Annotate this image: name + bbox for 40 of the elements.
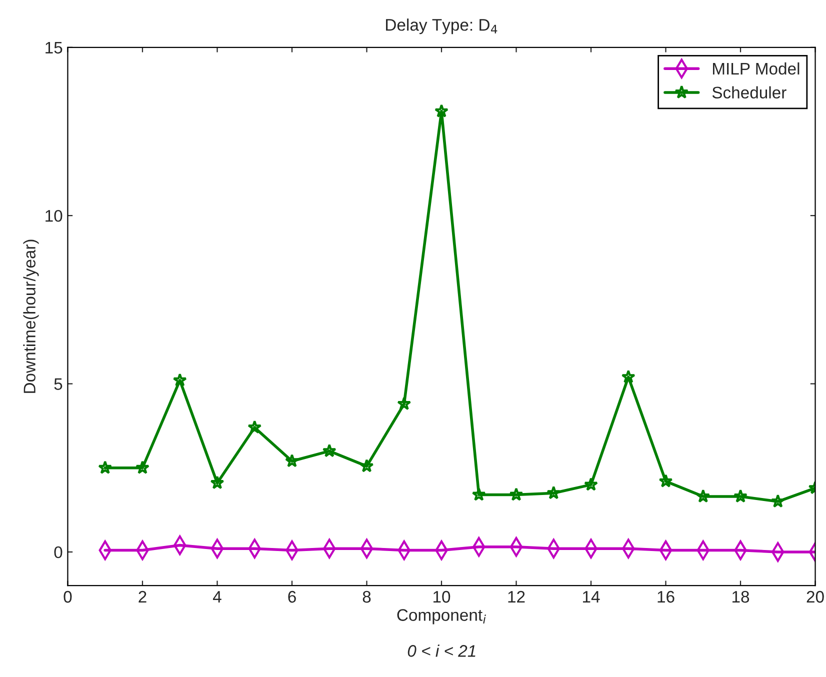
x-tick-label: 6 bbox=[288, 590, 296, 603]
point bbox=[546, 486, 561, 500]
x-tick-label: 18 bbox=[732, 590, 750, 603]
legend-label: Scheduler bbox=[712, 86, 786, 98]
point bbox=[397, 396, 412, 410]
x-axis-title: Component$_{i}$ bbox=[397, 609, 486, 624]
point bbox=[734, 489, 748, 503]
x-tick-label: 0 bbox=[64, 590, 72, 603]
point bbox=[248, 420, 262, 434]
y-axis-title: Downtime(hour/year) bbox=[23, 240, 39, 393]
point bbox=[696, 489, 710, 503]
point bbox=[322, 444, 336, 458]
point bbox=[621, 370, 636, 384]
y-tick-label: 0 bbox=[54, 546, 62, 558]
x-tick-label: 14 bbox=[583, 591, 600, 603]
x-tick-label: 16 bbox=[658, 590, 674, 603]
point bbox=[434, 104, 448, 118]
point bbox=[98, 460, 112, 474]
point bbox=[135, 460, 150, 474]
y-tick-label: 15 bbox=[46, 42, 62, 54]
x-tick-label: 2 bbox=[138, 590, 146, 603]
x-tick-label: 20 bbox=[806, 590, 824, 603]
point bbox=[770, 494, 785, 508]
y-tick-label: 5 bbox=[54, 378, 62, 390]
y-tick-label: 10 bbox=[46, 210, 62, 222]
point bbox=[584, 477, 598, 491]
point bbox=[285, 454, 299, 468]
x-tick-label: 8 bbox=[362, 590, 371, 603]
legend-label: MILP Model bbox=[713, 62, 800, 75]
x-tick-label: 12 bbox=[508, 590, 525, 603]
point bbox=[172, 373, 187, 387]
x-tick-label: 10 bbox=[434, 590, 450, 603]
point bbox=[509, 487, 524, 501]
point bbox=[658, 474, 673, 488]
point bbox=[210, 476, 224, 490]
point bbox=[360, 458, 374, 472]
chart-title: Delay Type: D$_{4}$ bbox=[386, 18, 498, 34]
text: 0 < i < 21 bbox=[408, 644, 476, 657]
point bbox=[472, 487, 486, 501]
x-tick-label: 4 bbox=[212, 591, 222, 603]
